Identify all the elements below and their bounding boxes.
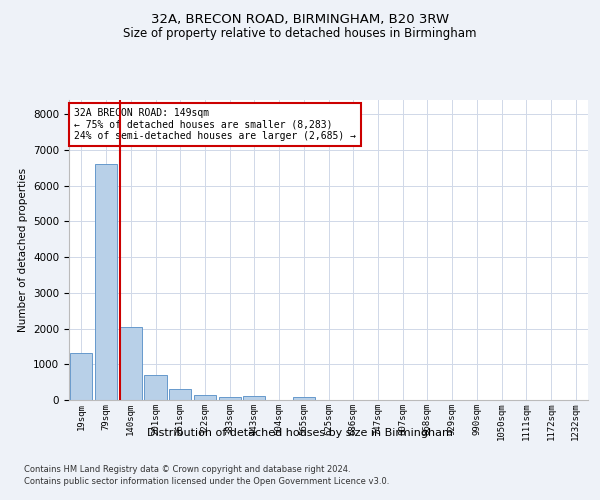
Y-axis label: Number of detached properties: Number of detached properties xyxy=(17,168,28,332)
Bar xyxy=(218,397,241,400)
Bar xyxy=(95,164,117,400)
Bar xyxy=(119,327,142,400)
Text: Contains HM Land Registry data © Crown copyright and database right 2024.: Contains HM Land Registry data © Crown c… xyxy=(24,465,350,474)
Text: 32A BRECON ROAD: 149sqm
← 75% of detached houses are smaller (8,283)
24% of semi: 32A BRECON ROAD: 149sqm ← 75% of detache… xyxy=(74,108,356,140)
Bar xyxy=(194,396,216,400)
Text: Size of property relative to detached houses in Birmingham: Size of property relative to detached ho… xyxy=(123,28,477,40)
Text: 32A, BRECON ROAD, BIRMINGHAM, B20 3RW: 32A, BRECON ROAD, BIRMINGHAM, B20 3RW xyxy=(151,12,449,26)
Text: Distribution of detached houses by size in Birmingham: Distribution of detached houses by size … xyxy=(147,428,453,438)
Text: Contains public sector information licensed under the Open Government Licence v3: Contains public sector information licen… xyxy=(24,478,389,486)
Bar xyxy=(70,353,92,400)
Bar xyxy=(169,390,191,400)
Bar xyxy=(293,397,315,400)
Bar xyxy=(243,396,265,400)
Bar xyxy=(145,375,167,400)
